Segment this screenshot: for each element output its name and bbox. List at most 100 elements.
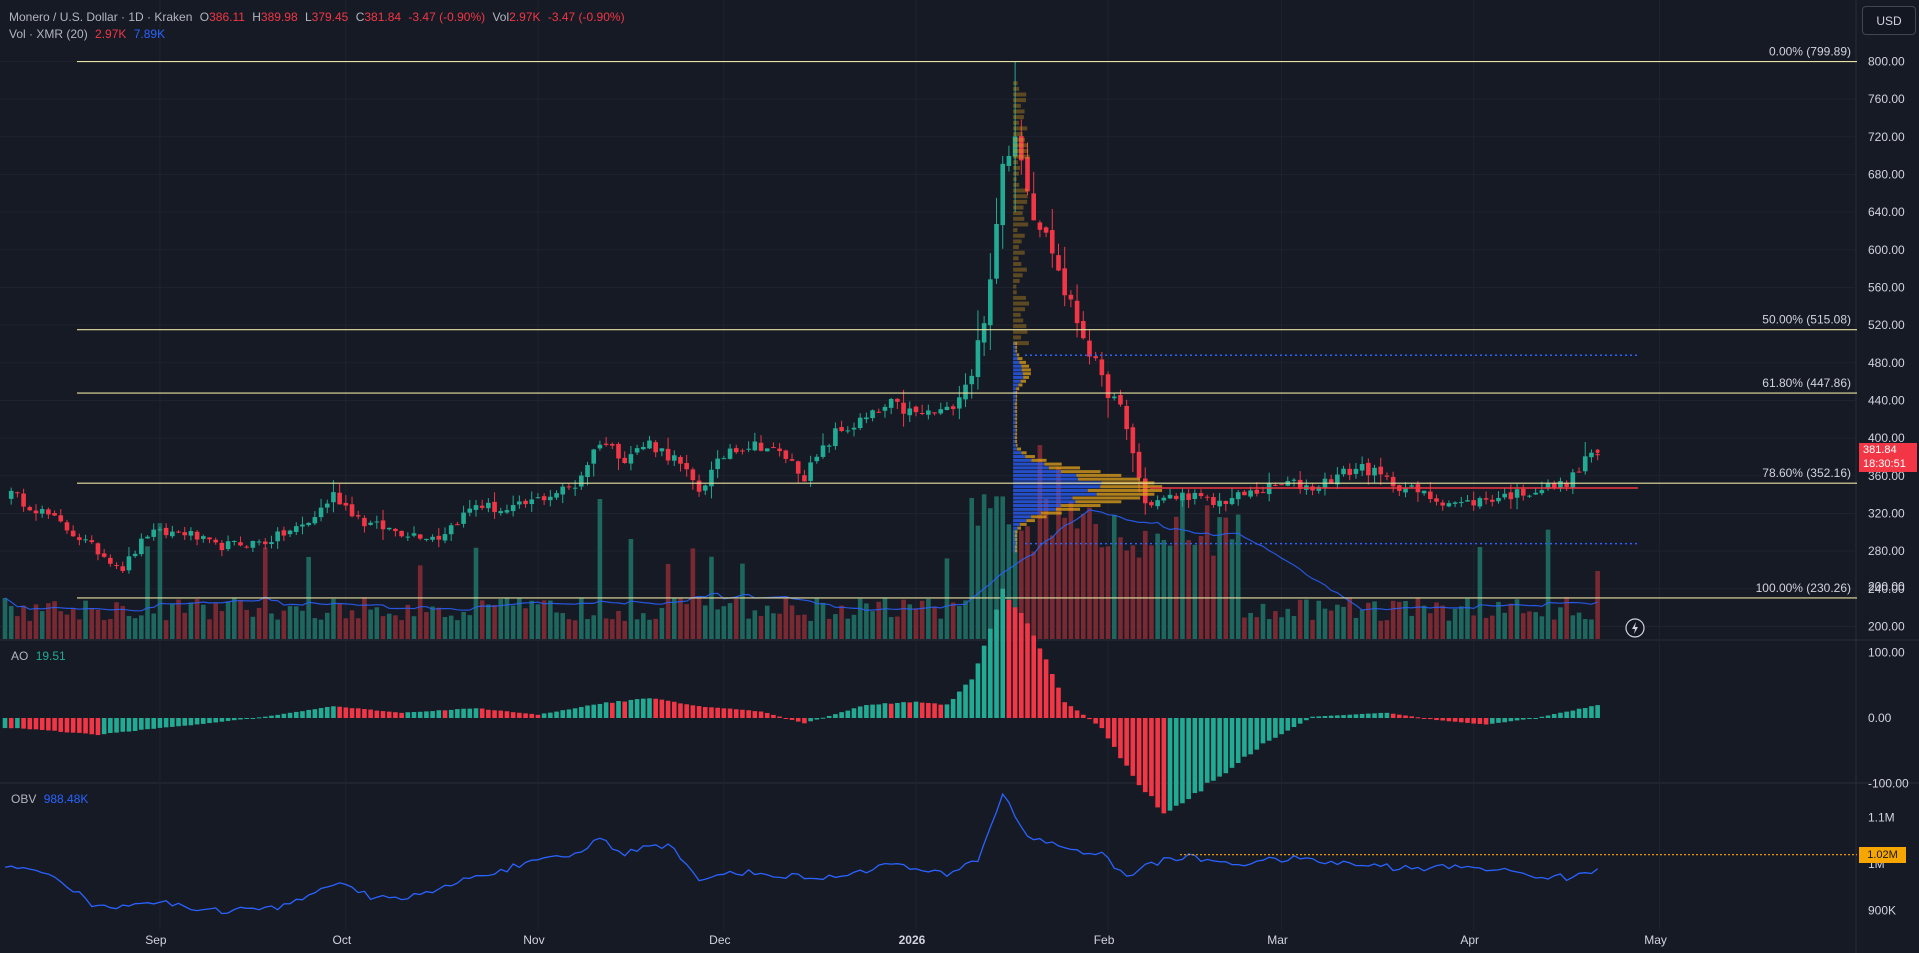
symbol-title[interactable]: Monero / U.S. Dollar · 1D · Kraken bbox=[9, 10, 193, 24]
volume-profile-down bbox=[1031, 458, 1047, 462]
ao-bar bbox=[628, 699, 634, 718]
candle-body bbox=[8, 490, 14, 499]
volume-bar bbox=[1068, 501, 1074, 639]
ao-bar bbox=[523, 713, 528, 718]
ao-bar bbox=[752, 711, 758, 718]
volume-bar bbox=[1056, 466, 1061, 639]
candle-body bbox=[1000, 163, 1006, 226]
ao-bar bbox=[163, 718, 169, 728]
volume-profile-down bbox=[1015, 424, 1018, 428]
ao-bar bbox=[324, 707, 330, 718]
ao-bar bbox=[857, 706, 863, 718]
ao-bar bbox=[281, 713, 287, 718]
ao-bar bbox=[1043, 659, 1049, 718]
currency-button[interactable]: USD bbox=[1862, 6, 1916, 35]
candle-body bbox=[145, 536, 150, 539]
volume-bar bbox=[1087, 507, 1092, 639]
candle-body bbox=[1074, 300, 1080, 324]
ao-bar bbox=[1384, 712, 1390, 718]
candle-body bbox=[1155, 500, 1160, 507]
volume-profile-down bbox=[1015, 549, 1018, 553]
volume-bar bbox=[579, 597, 584, 639]
close-value: 381.84 bbox=[364, 10, 402, 24]
candle-body bbox=[1161, 497, 1167, 501]
volume-bar bbox=[219, 611, 225, 639]
volume-legend-label[interactable]: Vol · XMR (20) bbox=[9, 27, 88, 41]
volume-profile-up bbox=[1013, 424, 1016, 428]
candle-body bbox=[777, 448, 782, 452]
volume-bar bbox=[21, 605, 26, 639]
volume-profile-up bbox=[1013, 239, 1022, 244]
ao-bar bbox=[671, 701, 677, 718]
ao-bar bbox=[1074, 710, 1080, 718]
candle-body bbox=[659, 448, 665, 452]
candle-body bbox=[876, 411, 882, 413]
price-tick-4: 640.00 bbox=[1868, 205, 1905, 219]
ao-bar bbox=[814, 718, 820, 720]
volume-bar bbox=[238, 600, 243, 639]
ao-bar bbox=[1533, 718, 1538, 719]
ao-bar bbox=[1390, 713, 1396, 718]
ao-bar bbox=[145, 718, 150, 730]
ao-bar bbox=[33, 718, 39, 730]
ao-bar bbox=[1489, 718, 1495, 724]
volume-bar bbox=[1378, 620, 1384, 639]
candle-body bbox=[709, 469, 714, 487]
obv-legend-value: 988.48K bbox=[43, 792, 89, 806]
volume-bar bbox=[1335, 604, 1340, 639]
ao-bar bbox=[1149, 718, 1154, 797]
candle-body bbox=[430, 536, 435, 540]
volume-bar bbox=[176, 599, 181, 639]
obv-tick-2: 900K bbox=[1868, 904, 1896, 918]
ao-bar bbox=[256, 717, 262, 719]
candle-body bbox=[1192, 492, 1198, 499]
volume-bar bbox=[1019, 530, 1024, 639]
ao-bar bbox=[1056, 687, 1061, 718]
volume-bar bbox=[988, 508, 993, 639]
ao-bar bbox=[771, 714, 776, 718]
obv-legend-label[interactable]: OBV bbox=[11, 792, 37, 806]
volume-bar bbox=[64, 614, 70, 639]
ao-bar bbox=[238, 718, 243, 720]
candle-body bbox=[1570, 472, 1576, 489]
ao-bar bbox=[139, 718, 144, 730]
volume-profile-up bbox=[1013, 534, 1015, 538]
volume-profile-down bbox=[1031, 515, 1047, 519]
candle-body bbox=[560, 486, 566, 495]
ao-bar bbox=[250, 718, 256, 719]
volume-profile-up bbox=[1013, 148, 1029, 153]
volume-bar bbox=[1514, 599, 1520, 639]
ao-bar bbox=[244, 718, 249, 719]
candle-body bbox=[1087, 340, 1092, 357]
candle-body bbox=[634, 448, 640, 453]
volume-bar bbox=[225, 601, 231, 639]
time-tick-0: Sep bbox=[145, 933, 167, 947]
ao-bar bbox=[888, 703, 894, 718]
ao-bar bbox=[597, 703, 603, 718]
ao-bar bbox=[21, 718, 26, 729]
volume-bar bbox=[1347, 598, 1353, 639]
volume-bar bbox=[126, 615, 132, 639]
ao-bar bbox=[362, 709, 367, 718]
volume-bar bbox=[262, 547, 268, 639]
candle-body bbox=[1539, 490, 1545, 494]
volume-profile-up bbox=[1013, 432, 1016, 436]
ao-bar bbox=[1173, 718, 1179, 806]
volume-bar bbox=[944, 558, 950, 639]
ao-bar bbox=[957, 691, 962, 718]
volume-bar bbox=[467, 615, 473, 639]
price-tick-15: 200.00 bbox=[1868, 619, 1905, 633]
ao-bar bbox=[1099, 718, 1105, 729]
candle-body bbox=[554, 493, 559, 498]
candle-body bbox=[603, 443, 609, 445]
volume-bar bbox=[901, 599, 906, 639]
ao-bar bbox=[1310, 716, 1315, 718]
candle-body bbox=[1186, 493, 1191, 500]
ao-bar bbox=[795, 718, 801, 722]
candle-body bbox=[585, 465, 590, 478]
volume-profile-up bbox=[1013, 451, 1022, 455]
volume-bar bbox=[1124, 550, 1129, 639]
ao-legend-label[interactable]: AO bbox=[11, 649, 29, 663]
candle-body bbox=[938, 409, 944, 414]
